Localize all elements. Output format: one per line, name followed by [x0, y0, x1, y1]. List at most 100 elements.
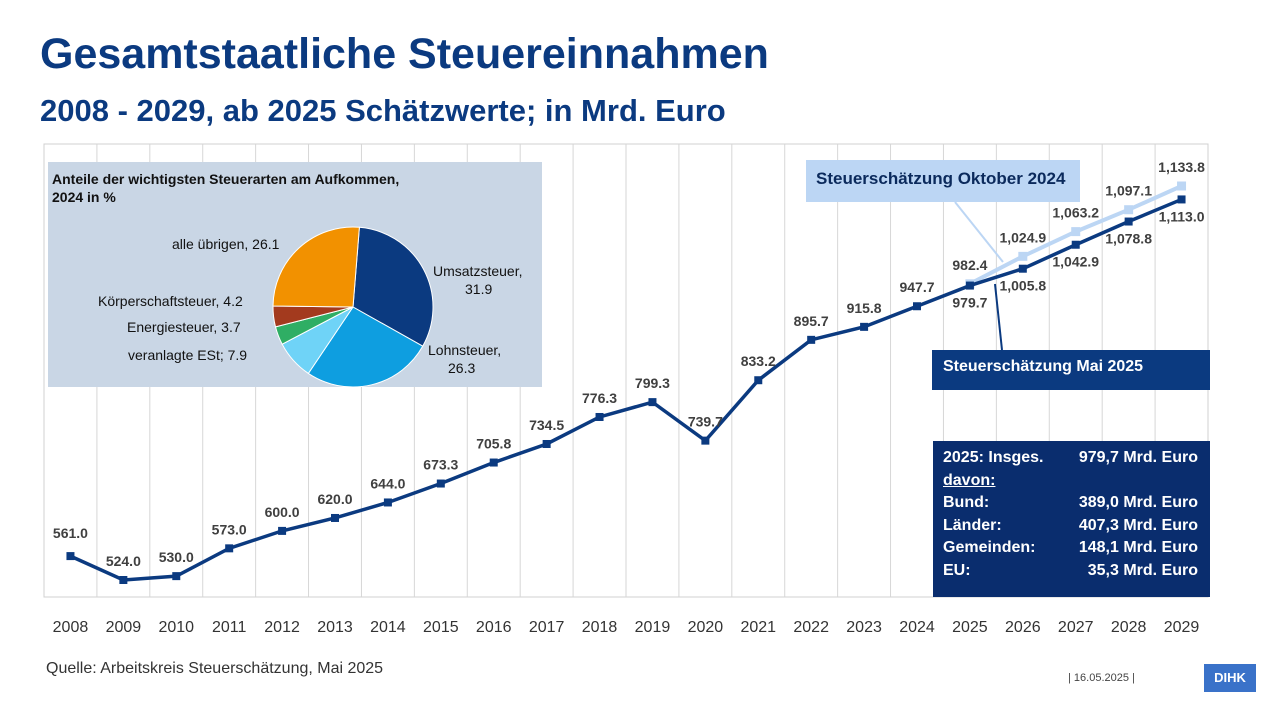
- x-tick-label: 2008: [53, 619, 89, 636]
- info-row: davon:: [943, 470, 1198, 493]
- pie-label-umsatzsteuer-name: Umsatzsteuer,: [433, 263, 523, 279]
- callout-october-2024: Steuerschätzung Oktober 2024: [806, 160, 1080, 202]
- callout-may-leader: [994, 283, 1003, 351]
- info-row-label: Länder:: [943, 516, 1002, 534]
- pie-label-lohnsteuer: Lohnsteuer, 26.3: [428, 341, 501, 377]
- x-tick-label: 2023: [846, 619, 882, 636]
- data-point-mai-2025: [542, 439, 551, 448]
- data-label-mai-2025: 979.7: [952, 295, 987, 311]
- series-line-mai-2025: [69, 197, 1183, 582]
- data-point-mai-2025: [648, 398, 657, 407]
- data-label-mai-2025: 739.7: [688, 414, 723, 430]
- info-row: Gemeinden: 148,1 Mrd. Euro: [943, 537, 1198, 560]
- data-label-mai-2025: 799.3: [635, 375, 670, 391]
- x-tick-label: 2009: [106, 619, 142, 636]
- data-label-mai-2025: 1,078.8: [1105, 231, 1152, 247]
- info-box-2025: 2025: Insges. 979,7 Mrd. Euro davon: Bund…: [933, 441, 1210, 597]
- data-label-mai-2025: 673.3: [423, 457, 458, 473]
- data-label-mai-2025: 561.0: [53, 525, 88, 541]
- x-tick-label: 2018: [582, 619, 618, 636]
- pie-title-line-1: Anteile der wichtigsten Steuerarten am A…: [52, 171, 400, 187]
- data-label-mai-2025: 524.0: [106, 553, 141, 569]
- x-tick-label: 2017: [529, 619, 565, 636]
- pie-label-umsatzsteuer-value: 31.9: [465, 281, 493, 297]
- info-row-label: 2025: Insges.: [943, 449, 1044, 466]
- data-point-mai-2025: [595, 412, 604, 421]
- x-tick-label: 2016: [476, 619, 512, 636]
- x-tick-label: 2010: [158, 619, 194, 636]
- source-note: Quelle: Arbeitskreis Steuerschätzung, Ma…: [46, 660, 384, 677]
- data-point-mai-2025: [913, 302, 921, 311]
- pie-label-energiesteuer: Energiesteuer, 3.7: [127, 319, 241, 335]
- data-point-mai-2025: [860, 322, 869, 331]
- data-point-mai-2025: [1177, 195, 1186, 204]
- data-point-oktober-2024: [1071, 227, 1081, 237]
- data-point-mai-2025: [172, 572, 181, 581]
- data-point-mai-2025: [66, 552, 75, 561]
- x-tick-label: 2027: [1058, 619, 1094, 636]
- data-point-mai-2025: [1018, 264, 1027, 273]
- data-label-mai-2025: 644.0: [370, 475, 405, 491]
- data-point-mai-2025: [331, 513, 339, 522]
- x-tick-label: 2026: [1005, 619, 1041, 636]
- data-label-mai-2025: 833.2: [741, 353, 776, 369]
- pie-slice: [272, 226, 360, 308]
- data-label-oktober-2024: 1,063.2: [1052, 205, 1099, 221]
- pie-label-alle-uebrigen: alle übrigen, 26.1: [172, 236, 280, 252]
- data-label-mai-2025: 776.3: [582, 390, 617, 406]
- info-row-value: 35,3 Mrd. Euro: [1087, 561, 1198, 579]
- pie-label-veranlagte-est: veranlagte ESt; 7.9: [128, 347, 248, 363]
- data-point-mai-2025: [701, 436, 710, 445]
- pie-label-koerperschaftsteuer: Körperschaftsteuer, 4.2: [98, 293, 243, 309]
- data-label-mai-2025: 895.7: [794, 313, 829, 329]
- x-tick-label: 2025: [952, 619, 988, 636]
- x-tick-label: 2021: [740, 619, 776, 636]
- data-label-oktober-2024: 1,097.1: [1105, 183, 1152, 199]
- data-label-oktober-2024: 982.4: [952, 257, 987, 273]
- info-row: Länder: 407,3 Mrd. Euro: [943, 515, 1198, 538]
- data-label-mai-2025: 573.0: [212, 521, 247, 537]
- page-title: Gesamtstaatliche Steuereinnahmen: [40, 30, 769, 78]
- data-label-mai-2025: 915.8: [847, 300, 882, 316]
- pie-label-lohnsteuer-value: 26.3: [448, 360, 476, 376]
- data-label-mai-2025: 734.5: [529, 417, 564, 433]
- info-row-value: 148,1 Mrd. Euro: [1078, 539, 1198, 557]
- data-label-oktober-2024: 1,024.9: [999, 229, 1046, 245]
- data-label-mai-2025: 600.0: [265, 504, 300, 520]
- pie-label-umsatzsteuer: Umsatzsteuer, 31.9: [433, 262, 522, 298]
- pie-chart-title: Anteile der wichtigsten Steuerarten am A…: [52, 170, 452, 206]
- x-tick-label: 2019: [635, 619, 671, 636]
- pie-slice: [352, 226, 434, 347]
- x-tick-label: 2011: [212, 619, 247, 636]
- pie-label-lohnsteuer-name: Lohnsteuer,: [428, 342, 502, 358]
- info-row-value: 407,3 Mrd. Euro: [1078, 516, 1198, 534]
- data-point-mai-2025: [278, 526, 287, 535]
- data-point-mai-2025: [225, 544, 234, 553]
- data-point-mai-2025: [754, 376, 763, 385]
- info-row-label: Gemeinden:: [943, 539, 1036, 557]
- data-point-mai-2025: [489, 458, 498, 467]
- x-tick-label: 2013: [317, 619, 353, 636]
- data-point-mai-2025: [1124, 217, 1133, 226]
- info-row: EU: 35,3 Mrd. Euro: [943, 560, 1198, 583]
- data-point-oktober-2024: [1177, 181, 1187, 191]
- pie-title-line-2: 2024 in %: [52, 189, 116, 205]
- x-tick-label: 2024: [899, 619, 935, 636]
- data-point-mai-2025: [1071, 240, 1080, 249]
- data-label-mai-2025: 530.0: [159, 549, 194, 565]
- callout-may-2025: Steuerschätzung Mai 2025: [932, 350, 1210, 390]
- info-row-label: davon:: [943, 471, 996, 489]
- info-row-value: 389,0 Mrd. Euro: [1078, 494, 1198, 512]
- x-tick-label: 2012: [264, 619, 300, 636]
- data-label-oktober-2024: 1,133.8: [1158, 159, 1205, 175]
- info-row: Bund: 389,0 Mrd. Euro: [943, 492, 1198, 515]
- data-point-mai-2025: [965, 281, 974, 290]
- data-point-mai-2025: [383, 498, 392, 507]
- x-tick-label: 2028: [1111, 619, 1147, 636]
- data-label-mai-2025: 1,005.8: [999, 278, 1046, 294]
- pie-chart: [272, 226, 434, 388]
- x-tick-label: 2015: [423, 619, 459, 636]
- data-label-mai-2025: 1,042.9: [1052, 254, 1099, 270]
- info-row-value: 979,7 Mrd. Euro: [1078, 449, 1198, 466]
- data-point-oktober-2024: [1018, 251, 1028, 261]
